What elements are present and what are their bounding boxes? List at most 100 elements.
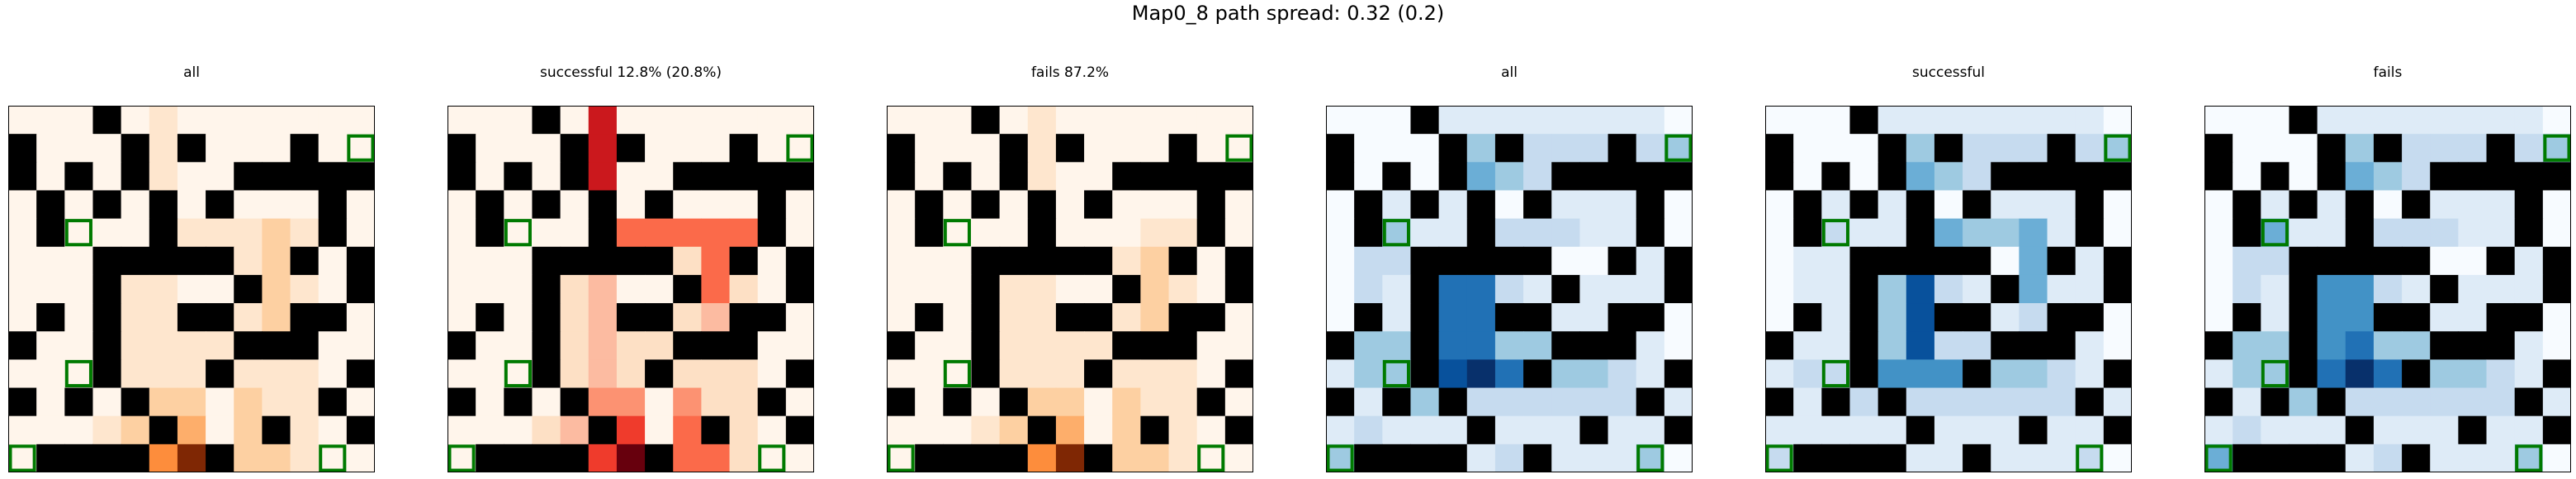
heat-cell <box>2542 443 2571 472</box>
heat-cell <box>1112 246 1141 276</box>
heat-cell <box>1664 106 1693 135</box>
wall-cell <box>1112 162 1141 192</box>
wall-cell <box>1664 162 1693 192</box>
heat-cell <box>2373 331 2403 360</box>
wall-cell <box>2261 162 2290 192</box>
heat-cell <box>504 359 533 389</box>
heat-cell <box>1168 387 1198 417</box>
heat-cell <box>2204 359 2233 389</box>
heat-cell <box>2402 415 2431 445</box>
heat-cell <box>1551 218 1580 248</box>
heat-cell <box>1523 331 1552 360</box>
wall-cell <box>36 443 65 472</box>
heat-cell <box>1765 246 1794 276</box>
heat-cell <box>2430 303 2459 332</box>
wall-cell <box>2075 303 2105 332</box>
heat-cell <box>1636 134 1665 163</box>
wall-cell <box>206 190 234 220</box>
heatmap-panel-6: fails <box>2204 64 2571 472</box>
heat-cell <box>2458 274 2488 304</box>
heat-cell <box>1608 443 1637 472</box>
wall-cell <box>1196 218 1226 248</box>
heat-cell <box>616 331 646 360</box>
heat-cell <box>915 331 944 360</box>
heat-cell <box>149 359 178 389</box>
heat-cell <box>2542 190 2571 220</box>
wall-cell <box>1354 303 1383 332</box>
heat-cell <box>1382 190 1412 220</box>
heat-cell <box>2542 387 2571 417</box>
heat-cell <box>2345 387 2375 417</box>
heat-cell <box>1494 415 1524 445</box>
heat-cell <box>2047 106 2076 135</box>
heat-cell <box>206 106 234 135</box>
heat-cell <box>943 246 973 276</box>
heat-cell <box>1140 387 1170 417</box>
heat-cell <box>262 246 291 276</box>
heatmap-grid <box>2204 106 2571 472</box>
wall-cell <box>588 190 618 220</box>
heat-cell <box>36 106 65 135</box>
wall-cell <box>262 415 291 445</box>
heat-cell <box>2402 274 2431 304</box>
heat-cell <box>1963 106 1991 135</box>
wall-cell <box>92 274 122 304</box>
heat-cell <box>757 246 787 276</box>
wall-cell <box>1636 190 1665 220</box>
heat-cell <box>2514 134 2544 163</box>
wall-cell <box>1991 162 2020 192</box>
heat-cell <box>476 415 504 445</box>
heat-cell <box>2075 106 2105 135</box>
heat-cell <box>290 359 320 389</box>
goal-marker <box>347 134 375 162</box>
wall-cell <box>1523 359 1552 389</box>
heat-cell <box>1906 274 1935 304</box>
goal-marker <box>2543 134 2571 162</box>
heat-cell <box>1224 387 1253 417</box>
wall-cell <box>1878 443 1907 472</box>
heat-cell <box>121 106 150 135</box>
wall-cell <box>560 387 590 417</box>
heat-cell <box>1494 387 1524 417</box>
wall-cell <box>1438 134 1468 163</box>
wall-cell <box>92 359 122 389</box>
goal-marker <box>1326 444 1354 472</box>
heat-cell <box>1849 415 1879 445</box>
heat-cell <box>785 190 814 220</box>
wall-cell <box>2373 303 2403 332</box>
heat-cell <box>1636 359 1665 389</box>
wall-cell <box>1140 331 1170 360</box>
heat-cell <box>2402 106 2431 135</box>
wall-cell <box>2486 331 2516 360</box>
wall-cell <box>785 359 814 389</box>
wall-cell <box>645 359 674 389</box>
heat-cell <box>2345 134 2375 163</box>
wall-cell <box>8 162 37 192</box>
heat-cell <box>1608 415 1637 445</box>
heat-cell <box>476 162 504 192</box>
wall-cell <box>1821 387 1851 417</box>
heat-cell <box>1906 303 1935 332</box>
heat-cell <box>1934 387 1963 417</box>
wall-cell <box>121 162 150 192</box>
wall-cell <box>1382 162 1412 192</box>
heat-cell <box>177 190 206 220</box>
heatmap-grid <box>8 106 375 472</box>
heat-cell <box>64 190 94 220</box>
wall-cell <box>149 190 178 220</box>
heat-cell <box>1765 443 1794 472</box>
heat-cell <box>2430 218 2459 248</box>
wall-cell <box>560 443 590 472</box>
heat-cell <box>1410 387 1440 417</box>
heat-cell <box>476 387 504 417</box>
heat-cell <box>1793 106 1822 135</box>
heat-cell <box>999 106 1029 135</box>
wall-cell <box>2233 303 2261 332</box>
heat-cell <box>1934 443 1963 472</box>
wall-cell <box>1849 190 1879 220</box>
wall-cell <box>1196 190 1226 220</box>
heat-cell <box>887 246 916 276</box>
wall-cell <box>318 218 348 248</box>
wall-cell <box>1224 246 1253 276</box>
heat-cell <box>616 415 646 445</box>
